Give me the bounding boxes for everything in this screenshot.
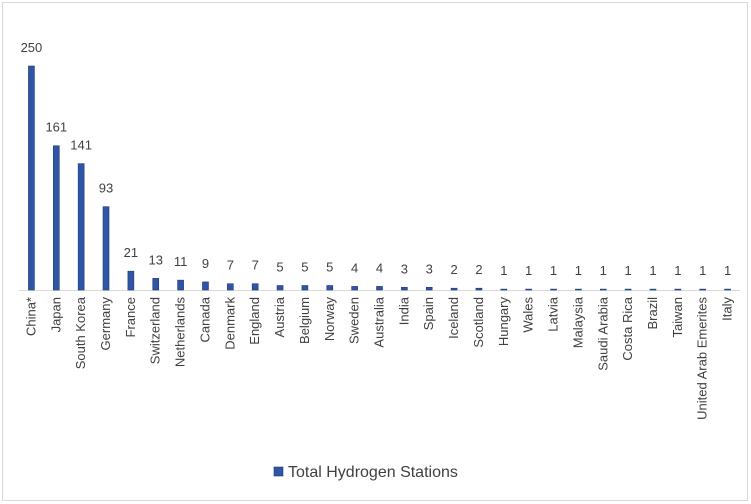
value-label: 13 <box>149 252 163 267</box>
x-tick-label: China* <box>23 297 38 336</box>
value-label: 5 <box>326 260 333 275</box>
value-label: 161 <box>45 120 67 135</box>
bar <box>326 285 334 291</box>
value-label: 1 <box>649 263 656 278</box>
x-tick-label: Spain <box>421 297 436 330</box>
x-tick-label: Brazil <box>645 297 660 330</box>
x-tick-label: Australia <box>372 296 387 347</box>
value-label: 250 <box>21 40 43 55</box>
value-label: 1 <box>550 263 557 278</box>
x-tick-label: Belgium <box>297 297 312 344</box>
legend-marker <box>273 466 284 477</box>
value-label: 7 <box>252 258 259 273</box>
bar <box>227 283 234 291</box>
x-tick-label: Japan <box>48 297 63 332</box>
bar <box>674 288 682 291</box>
value-label: 1 <box>575 263 582 278</box>
x-tick-label: Costa Rica <box>620 296 635 360</box>
x-tick-label: Sweden <box>347 297 362 344</box>
value-label: 1 <box>625 263 632 278</box>
x-tick-label: Taiwan <box>670 297 685 337</box>
bar <box>500 288 508 291</box>
x-tick-label: Switzerland <box>148 297 163 364</box>
x-tick-label: Iceland <box>446 297 461 339</box>
x-tick-label: India <box>396 296 411 325</box>
x-tick-label: Austria <box>272 296 287 337</box>
x-tick-label: Germany <box>98 297 113 351</box>
bar <box>475 287 483 291</box>
bar <box>649 288 657 291</box>
x-tick-label: Denmark <box>222 297 237 350</box>
x-tick-label: United Arab Emerites <box>695 297 710 420</box>
bar <box>401 287 408 291</box>
bar <box>301 285 309 291</box>
value-label: 5 <box>301 260 308 275</box>
x-tick-label: France <box>123 297 138 337</box>
bar <box>351 286 358 291</box>
bar <box>525 288 532 291</box>
value-label: 93 <box>99 181 113 196</box>
value-label: 9 <box>202 256 209 271</box>
x-tick-label: Malaysia <box>570 296 585 348</box>
value-label: 1 <box>699 263 706 278</box>
value-label: 141 <box>70 138 92 153</box>
value-label: 5 <box>276 260 283 275</box>
value-label: 1 <box>724 263 731 278</box>
value-label: 1 <box>674 263 681 278</box>
x-tick-label: Italy <box>720 297 735 321</box>
bar <box>102 206 110 291</box>
bar <box>276 285 284 291</box>
value-label: 1 <box>600 263 607 278</box>
x-tick-label: Netherlands <box>173 297 188 368</box>
bar <box>599 288 607 291</box>
value-label: 7 <box>227 258 234 273</box>
bar <box>699 288 707 291</box>
x-tick-label: Norway <box>322 297 337 342</box>
bar <box>152 278 160 291</box>
value-label: 21 <box>124 245 138 260</box>
value-label: 2 <box>475 262 482 277</box>
value-label: 4 <box>376 260 383 275</box>
x-tick-label: England <box>247 297 262 345</box>
value-label: 3 <box>426 261 433 276</box>
bar <box>575 288 582 291</box>
x-tick-label: Wales <box>521 297 536 333</box>
x-tick-label: Hungary <box>496 297 511 347</box>
x-tick-label: Scotland <box>471 297 486 348</box>
value-label: 3 <box>401 261 408 276</box>
bar <box>77 163 85 291</box>
bar <box>251 283 259 291</box>
x-tick-label: Canada <box>197 296 212 342</box>
bar <box>52 145 60 291</box>
x-tick-label: Latvia <box>546 296 561 331</box>
bar <box>550 288 557 291</box>
bar <box>450 287 458 291</box>
bar <box>202 281 209 291</box>
bar <box>127 270 135 291</box>
bar <box>425 287 433 291</box>
legend-label: Total Hydrogen Stations <box>288 464 458 481</box>
x-tick-label: Saudi Arabia <box>595 296 610 370</box>
bar <box>28 65 35 291</box>
bar <box>724 288 731 291</box>
x-tick-label: South Korea <box>73 296 88 369</box>
bar <box>624 288 632 291</box>
bar <box>376 286 383 291</box>
value-label: 4 <box>351 260 358 275</box>
value-label: 11 <box>174 254 188 269</box>
bar <box>177 279 184 291</box>
value-label: 1 <box>500 263 507 278</box>
value-label: 1 <box>525 263 532 278</box>
value-label: 2 <box>450 262 457 277</box>
